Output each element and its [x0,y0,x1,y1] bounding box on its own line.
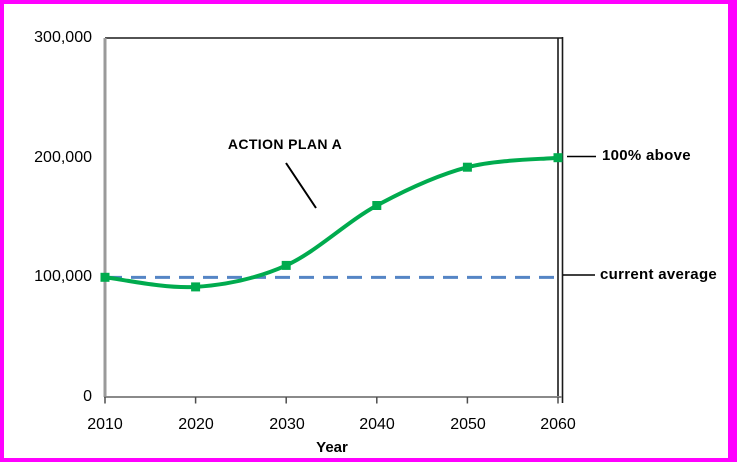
series-marker [372,201,382,210]
x-tick-2020: 2020 [178,416,214,433]
x-tick-2040: 2040 [359,416,395,433]
x-tick-2010: 2010 [87,416,123,433]
y-tick-200000: 200,000 [34,149,92,166]
right-top-label: 100% above [602,147,691,164]
chart-series-group [100,153,563,404]
series-marker [191,282,201,292]
series-marker [100,272,110,282]
y-tick-0: 0 [83,388,92,405]
callout-leader-line [285,162,317,209]
series-marker [462,162,472,172]
series-marker [281,260,291,270]
x-axis-title: Year [316,439,348,456]
series-marker [553,153,563,163]
x-tick-2060: 2060 [540,416,576,433]
x-tick-2050: 2050 [450,416,486,433]
right-bottom-label: current average [600,266,718,283]
x-tick-2030: 2030 [269,416,305,433]
series-line [103,155,560,290]
y-tick-300000: 300,000 [34,29,92,46]
series-callout-label: ACTION PLAN A [227,136,343,152]
y-tick-100000: 100,000 [34,268,92,285]
